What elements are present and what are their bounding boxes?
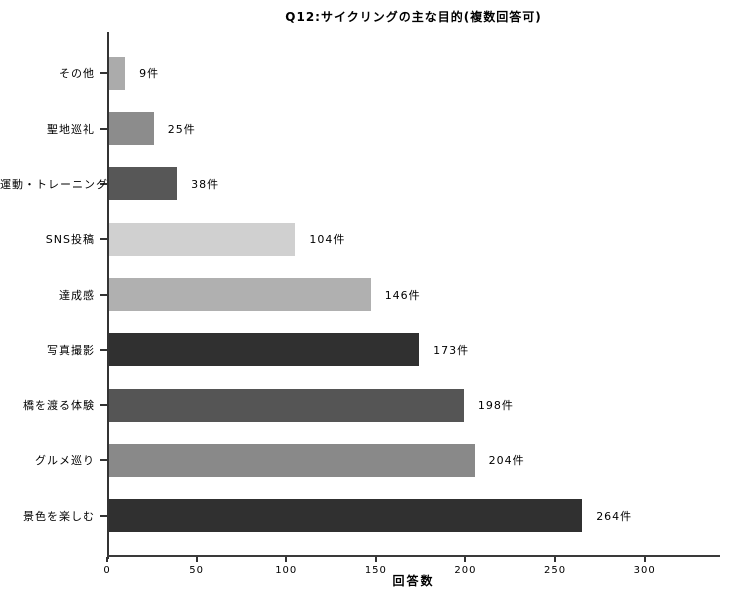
y-tick — [100, 514, 107, 517]
value-label: 146件 — [384, 288, 421, 302]
y-tick — [100, 348, 107, 351]
x-axis-label: 回答数 — [392, 574, 435, 588]
bar — [109, 278, 371, 311]
category-label: 聖地巡礼 — [47, 122, 95, 136]
x-tick — [285, 557, 288, 562]
x-tick-label: 100 — [275, 565, 298, 576]
x-tick — [464, 557, 467, 562]
y-tick — [100, 459, 107, 462]
bar — [109, 56, 126, 90]
value-label: 9件 — [139, 67, 160, 81]
value-label: 25件 — [167, 122, 196, 136]
x-tick-label: 250 — [544, 565, 567, 576]
x-tick — [195, 557, 198, 562]
value-label: 198件 — [477, 399, 514, 413]
y-tick — [100, 182, 107, 185]
value-label: 104件 — [309, 233, 346, 247]
y-axis — [107, 32, 109, 559]
x-tick — [374, 557, 377, 562]
plot-area: その他 9件聖地巡礼 25件運動・トレーニング 38件 SNS投稿 104件達成感 146件… — [0, 32, 720, 576]
category-label: SNS投稿 — [45, 233, 95, 247]
value-label: 204件 — [488, 454, 525, 468]
y-tick — [100, 72, 107, 75]
x-tick — [643, 557, 646, 562]
category-label: グルメ巡り — [35, 454, 95, 468]
x-tick — [554, 557, 557, 562]
bar — [109, 388, 464, 422]
bar — [109, 222, 296, 256]
bar — [109, 499, 583, 533]
bar — [109, 443, 475, 477]
bar — [109, 112, 154, 146]
category-label: 運動・トレーニング — [0, 177, 108, 191]
value-label: 173件 — [433, 343, 470, 357]
category-label: その他 — [59, 67, 95, 81]
x-tick-label: 50 — [189, 565, 204, 576]
y-tick — [100, 404, 107, 407]
value-label: 264件 — [596, 509, 633, 523]
x-tick — [106, 557, 108, 562]
y-tick — [100, 293, 107, 296]
x-tick-label: 150 — [364, 565, 387, 576]
y-tick — [100, 127, 107, 130]
category-label: 写真撮影 — [47, 343, 95, 357]
x-tick-label: 0 — [103, 565, 111, 576]
category-label: 景色を楽しむ — [23, 509, 95, 523]
category-label: 橋を渡る体験 — [23, 399, 95, 413]
x-tick-label: 200 — [454, 565, 477, 576]
x-tick-label: 300 — [633, 565, 656, 576]
bar — [109, 333, 420, 367]
bar — [109, 167, 178, 201]
x-axis — [107, 555, 720, 557]
value-label: 38件 — [191, 177, 220, 191]
chart-title: Q12:サイクリングの主な目的(複数回答可) — [285, 10, 542, 24]
category-label: 達成感 — [59, 288, 95, 302]
y-tick — [100, 238, 107, 241]
